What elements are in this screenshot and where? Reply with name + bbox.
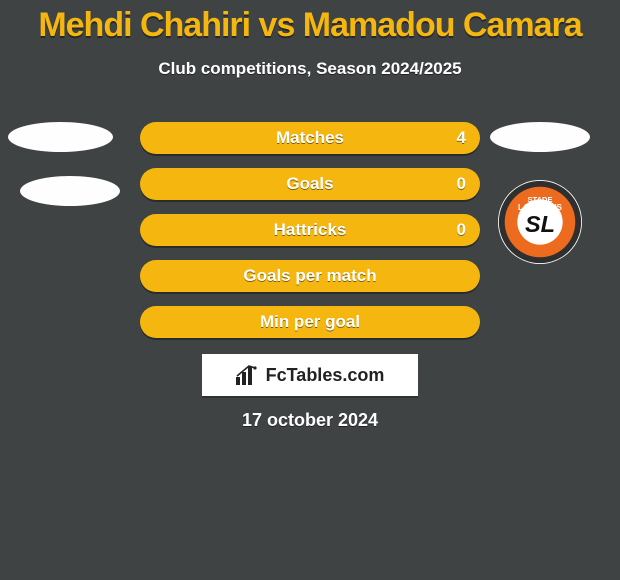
stats-rows: Matches4Goals0Hattricks0Goals per matchM…: [140, 122, 480, 352]
decorative-blob: [490, 122, 590, 152]
stat-row-label: Hattricks: [140, 214, 480, 246]
decorative-blob: [20, 176, 120, 206]
page-title: Mehdi Chahiri vs Mamadou Camara: [0, 0, 620, 45]
stat-row: Matches4: [140, 122, 480, 154]
stat-row-label: Min per goal: [140, 306, 480, 338]
stat-row-label: Goals per match: [140, 260, 480, 292]
branding-fctables: FcTables.com: [202, 354, 418, 396]
stat-row-value: 0: [457, 214, 466, 246]
page-subtitle: Club competitions, Season 2024/2025: [0, 59, 620, 79]
stat-row-value: 4: [457, 122, 466, 154]
stat-row-label: Matches: [140, 122, 480, 154]
stat-row: Goals per match: [140, 260, 480, 292]
branding-text: FcTables.com: [266, 365, 385, 386]
club-logo-stade-lavallois: STADE LAVALLOIS SL: [498, 180, 582, 264]
date-text: 17 october 2024: [0, 410, 620, 431]
svg-text:SL: SL: [525, 211, 555, 237]
stat-row-value: 0: [457, 168, 466, 200]
bars-icon: [236, 365, 258, 385]
stat-row: Hattricks0: [140, 214, 480, 246]
stat-row-label: Goals: [140, 168, 480, 200]
decorative-blob: [8, 122, 113, 152]
stat-row: Min per goal: [140, 306, 480, 338]
stat-row: Goals0: [140, 168, 480, 200]
